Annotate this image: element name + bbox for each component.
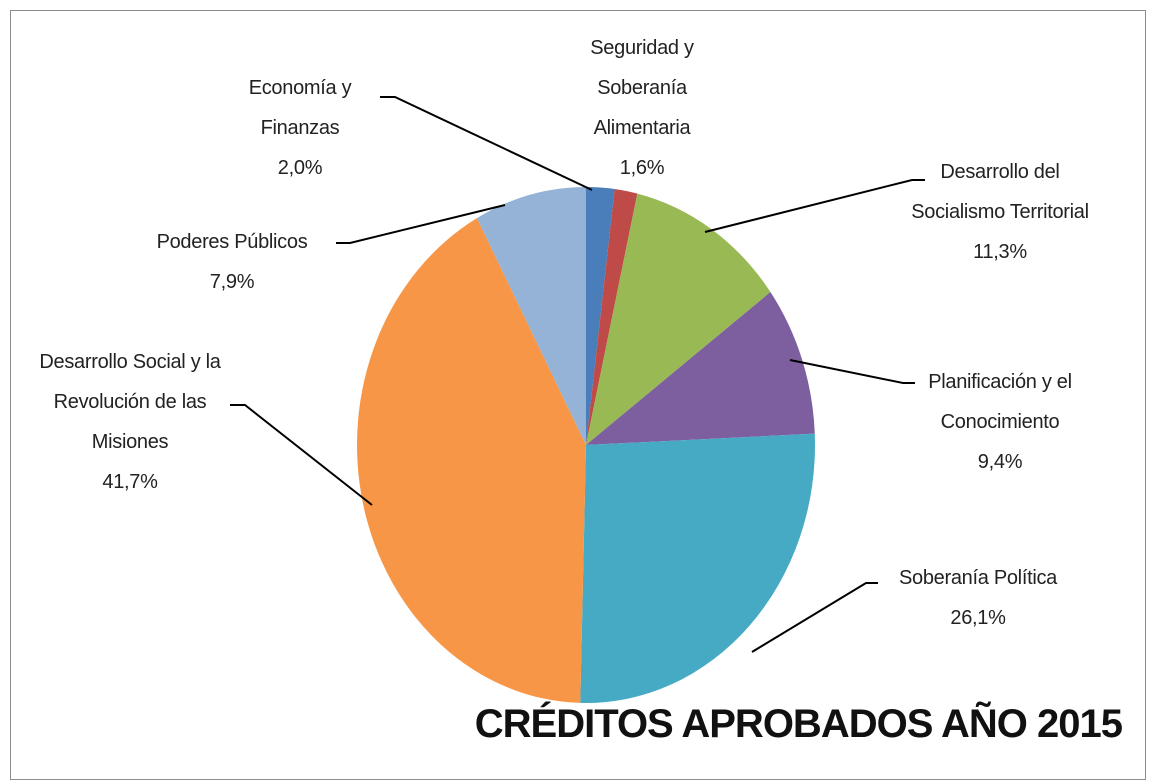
chart-title: CRÉDITOS APROBADOS AÑO 2015 bbox=[474, 702, 1123, 746]
label-name: Poderes Públicos bbox=[156, 231, 308, 253]
label-name: Seguridad y Soberanía Alimentaria bbox=[590, 37, 694, 139]
label-value: 2,0% bbox=[277, 157, 323, 179]
label-value: 11,3% bbox=[973, 241, 1027, 263]
data-label: Desarrollo Social y la Revolución de las… bbox=[30, 342, 230, 502]
data-label: Poderes Públicos 7,9% bbox=[122, 222, 342, 302]
data-label: Seguridad y Soberanía Alimentaria 1,6% bbox=[562, 28, 722, 188]
leader-line bbox=[789, 359, 915, 384]
pie bbox=[357, 187, 815, 703]
label-name: Soberanía Política bbox=[898, 567, 1058, 589]
leader-lines bbox=[230, 96, 925, 653]
pie-slice bbox=[586, 292, 815, 445]
pie-slice bbox=[580, 433, 815, 703]
leader-line bbox=[704, 179, 925, 233]
pie-slice bbox=[357, 218, 586, 703]
pie-slice bbox=[586, 189, 638, 445]
leader-line bbox=[751, 582, 878, 653]
label-value: 41,7% bbox=[102, 471, 158, 493]
label-name: Desarrollo Social y la Revolución de las… bbox=[39, 351, 221, 453]
label-value: 9,4% bbox=[977, 451, 1023, 473]
data-label: Desarrollo del Socialismo Territorial 11,… bbox=[910, 152, 1090, 272]
data-label: Soberanía Política 26,1% bbox=[868, 558, 1088, 638]
leader-line bbox=[336, 204, 506, 244]
pie-slice bbox=[476, 187, 586, 445]
label-value: 26,1% bbox=[950, 607, 1006, 629]
pie-slice bbox=[586, 187, 615, 445]
leader-line bbox=[230, 404, 373, 506]
data-label: Economía y Finanzas 2,0% bbox=[215, 68, 385, 188]
data-label: Planificación y el Conocimiento 9,4% bbox=[905, 362, 1095, 482]
label-value: 1,6% bbox=[619, 157, 665, 179]
leader-line bbox=[380, 96, 593, 191]
label-name: Economía y Finanzas bbox=[248, 77, 352, 139]
label-value: 7,9% bbox=[209, 271, 255, 293]
pie-slice bbox=[586, 193, 771, 445]
label-name: Desarrollo del Socialismo Territorial bbox=[911, 161, 1089, 223]
label-name: Planificación y el Conocimiento bbox=[928, 371, 1072, 433]
